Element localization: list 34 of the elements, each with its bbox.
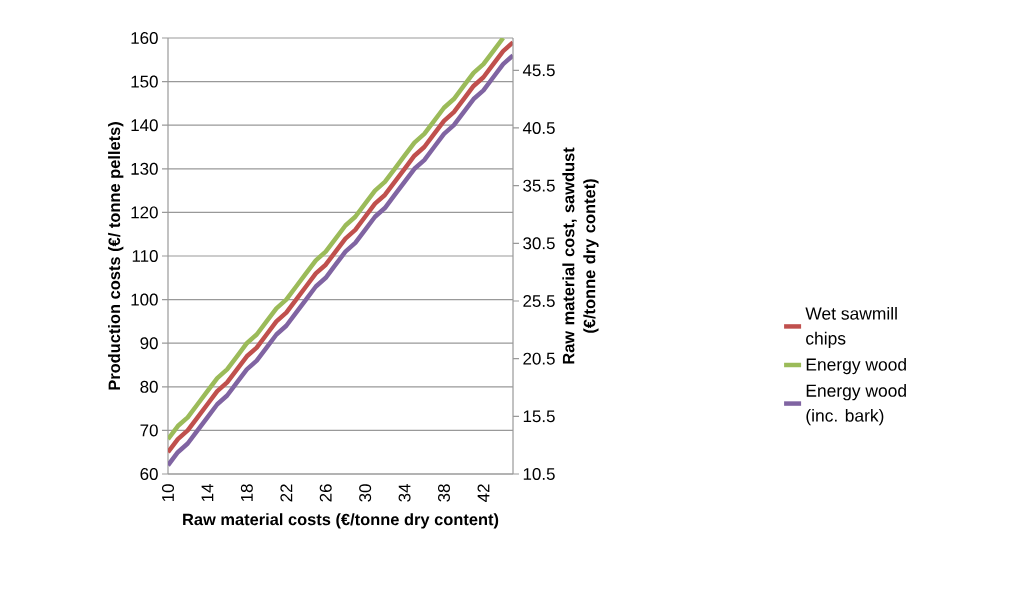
x-axis-title: Raw material costs (€/tonne dry content) xyxy=(183,513,499,529)
y2-tick-label: 40.5 xyxy=(522,121,555,134)
x-tick-label: 34 xyxy=(398,484,411,502)
y2-axis-title: Raw material cost, sawdust (€/tonne dry contet) xyxy=(562,147,599,364)
y2-tick-label: 25.5 xyxy=(523,294,555,307)
y2-tick-label: 35.5 xyxy=(523,179,555,192)
x-tick-label: 22 xyxy=(280,484,293,502)
y-tick-label: 100 xyxy=(131,293,158,306)
x-tick-label: 38 xyxy=(438,484,451,502)
y-tick-label: 140 xyxy=(131,119,158,132)
y2-tick-label: 20.5 xyxy=(523,352,555,365)
y-tick-label: 110 xyxy=(132,250,158,262)
y-axis-title: Production costs (€/ tonne pellets) xyxy=(108,122,124,390)
y-tick-label: 120 xyxy=(131,206,158,219)
y-tick-label: 150 xyxy=(131,75,158,88)
y2-tick-label: 45.5 xyxy=(522,64,555,77)
x-tick-label: 14 xyxy=(201,484,214,502)
y2-tick-label: 10.5 xyxy=(523,468,555,480)
legend-label: Energy wood xyxy=(806,357,906,375)
y-tick-label: 90 xyxy=(140,337,158,350)
x-tick-label: 18 xyxy=(240,484,253,502)
x-tick-label: 10 xyxy=(162,484,174,502)
y-tick-label: 60 xyxy=(140,468,158,480)
y-tick-label: 70 xyxy=(140,424,158,437)
y-tick-label: 130 xyxy=(131,162,158,175)
x-tick-label: 26 xyxy=(319,484,332,502)
y2-tick-label: 30.5 xyxy=(523,237,555,250)
y-tick-label: 160 xyxy=(131,32,158,44)
x-tick-label: 42 xyxy=(477,484,490,502)
y2-tick-label: 15.5 xyxy=(523,410,555,423)
legend-label: Wet sawmill chips xyxy=(805,306,897,349)
x-tick-label: 30 xyxy=(359,484,372,502)
y-tick-label: 80 xyxy=(140,380,158,393)
legend-label: Energy wood (inc. bark) xyxy=(806,384,906,426)
